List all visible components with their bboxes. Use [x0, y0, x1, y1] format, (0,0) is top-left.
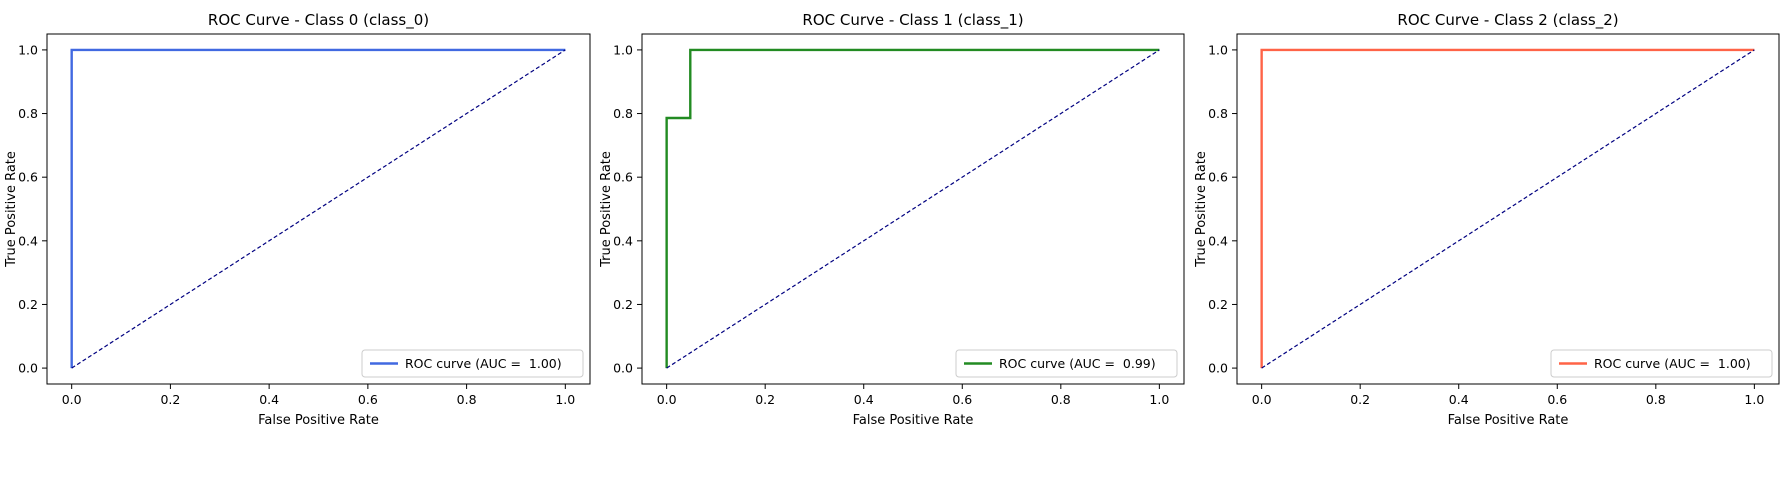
plot-frame	[641, 33, 1185, 385]
x-tick-label: 0.2	[1350, 392, 1370, 407]
legend-label: ROC curve (AUC = 1.00)	[405, 356, 562, 371]
y-tick-label: 0.2	[1208, 297, 1228, 312]
roc-curve-line	[1260, 48, 1755, 369]
y-tick-label: 1.0	[1208, 42, 1228, 57]
x-tick-label: 0.4	[854, 392, 874, 407]
x-tick-label: 0.8	[1051, 392, 1071, 407]
chance-diagonal-line	[71, 49, 566, 369]
y-tick-label: 1.0	[613, 42, 633, 57]
y-tick-label: 0.2	[18, 297, 38, 312]
chart-panel-2: ROC Curve - Class 2 (class_2) 0.0 0.2 0.4 0.…	[1194, 11, 1780, 428]
y-tick-label: 0.6	[613, 170, 633, 185]
x-axis-label: False Positive Rate	[1448, 413, 1569, 428]
y-tick-label: 0.6	[1208, 170, 1228, 185]
x-tick-label: 0.4	[259, 392, 279, 407]
x-tick-label: 0.8	[457, 392, 477, 407]
legend-box	[1550, 349, 1773, 378]
y-tick-label: 0.6	[18, 170, 38, 185]
y-tick-label: 0.8	[1208, 106, 1228, 121]
chance-diagonal-line	[1261, 49, 1755, 369]
y-tick-label: 0.4	[1208, 233, 1228, 248]
roc-curve-line	[70, 48, 566, 369]
x-axis-label: False Positive Rate	[258, 413, 379, 428]
legend-label: ROC curve (AUC = 1.00)	[1594, 356, 1751, 371]
chart-title: ROC Curve - Class 0 (class_0)	[208, 11, 429, 30]
x-tick-label: 0.0	[1252, 392, 1272, 407]
x-tick-label: 0.0	[62, 392, 82, 407]
x-tick-label: 0.2	[755, 392, 775, 407]
x-tick-label: 0.4	[1449, 392, 1469, 407]
y-tick-label: 0.4	[613, 233, 633, 248]
legend-box	[361, 349, 584, 378]
chart-title: ROC Curve - Class 2 (class_2)	[1397, 11, 1618, 30]
x-tick-label: 0.8	[1646, 392, 1666, 407]
chart-panel-0: ROC Curve - Class 0 (class_0) 0.0 0.2 0.4 0.…	[4, 11, 591, 428]
y-tick-label: 0.0	[18, 361, 38, 376]
x-tick-label: 0.6	[952, 392, 972, 407]
x-axis-label: False Positive Rate	[853, 413, 974, 428]
x-tick-label: 0.2	[160, 392, 180, 407]
y-axis-label: True Positive Rate	[1194, 151, 1209, 268]
x-tick-label: 1.0	[555, 392, 575, 407]
x-tick-label: 0.0	[657, 392, 677, 407]
x-tick-label: 1.0	[1744, 392, 1764, 407]
legend: ROC curve (AUC = 1.00)	[361, 349, 584, 378]
chart-title: ROC Curve - Class 1 (class_1)	[802, 11, 1023, 30]
y-tick-label: 0.4	[18, 233, 38, 248]
y-axis-label: True Positive Rate	[4, 151, 19, 268]
y-tick-label: 1.0	[18, 42, 38, 57]
y-tick-label: 0.0	[613, 361, 633, 376]
y-tick-label: 0.8	[18, 106, 38, 121]
x-tick-label: 1.0	[1149, 392, 1169, 407]
legend: ROC curve (AUC = 1.00)	[1550, 349, 1773, 378]
chart-panel-1: ROC Curve - Class 1 (class_1) 0.0 0.2 0.4 0.…	[599, 11, 1185, 428]
x-tick-label: 0.6	[1547, 392, 1567, 407]
chance-diagonal-line	[666, 49, 1160, 369]
legend: ROC curve (AUC = 0.99)	[955, 349, 1178, 378]
legend-label: ROC curve (AUC = 0.99)	[999, 356, 1156, 371]
y-tick-label: 0.2	[613, 297, 633, 312]
plot-frame	[1236, 33, 1780, 385]
x-tick-label: 0.6	[358, 392, 378, 407]
y-axis-label: True Positive Rate	[599, 151, 614, 268]
roc-curve-line	[665, 48, 1160, 369]
y-tick-label: 0.0	[1208, 361, 1228, 376]
legend-box	[955, 349, 1178, 378]
y-tick-label: 0.8	[613, 106, 633, 121]
plot-frame	[46, 33, 591, 385]
